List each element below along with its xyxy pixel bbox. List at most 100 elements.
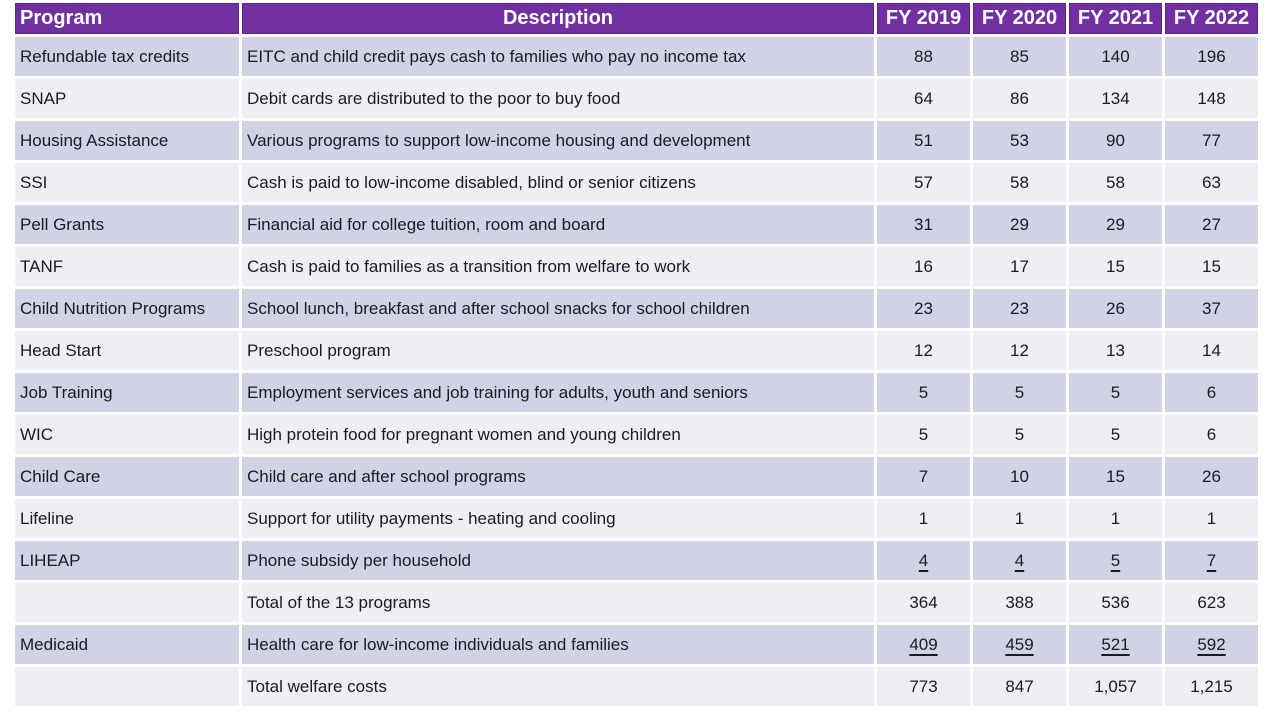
value-cell: 4 [973,541,1066,580]
column-header-fy2019: FY 2019 [877,3,970,34]
fy-value: 53 [1010,130,1029,150]
fy-value: 58 [1106,172,1125,192]
fy-value: 5 [1110,550,1121,570]
description-cell: Support for utility payments - heating a… [242,499,874,538]
program-cell: WIC [15,415,239,454]
table-row: Housing Assistance Various programs to su… [15,121,1258,160]
program-cell: SNAP [15,79,239,118]
fy-value: 57 [914,172,933,192]
description-cell: Debit cards are distributed to the poor … [242,79,874,118]
value-cell: 90 [1069,121,1162,160]
value-cell: 17 [973,247,1066,286]
table-row: Pell Grants Financial aid for college tui… [15,205,1258,244]
fy-value: 85 [1010,46,1029,66]
value-cell: 623 [1165,583,1258,622]
value-cell: 63 [1165,163,1258,202]
table-row: Total of the 13 programs 364 388 536 623 [15,583,1258,622]
description-text: Financial aid for college tuition, room … [247,214,606,234]
value-cell: 5 [877,415,970,454]
description-cell: EITC and child credit pays cash to famil… [242,37,874,76]
fy-value: 1 [1110,508,1121,528]
value-cell: 64 [877,79,970,118]
value-cell: 23 [973,289,1066,328]
value-cell: 13 [1069,331,1162,370]
value-cell: 6 [1165,373,1258,412]
fy-value: 12 [914,340,933,360]
value-cell: 37 [1165,289,1258,328]
value-cell: 12 [877,331,970,370]
fy-value: 90 [1106,130,1125,150]
description-text: Cash is paid to families as a transition… [247,256,691,276]
value-cell: 53 [973,121,1066,160]
description-cell: Total of the 13 programs [242,583,874,622]
program-cell: Head Start [15,331,239,370]
fy-value: 23 [914,298,933,318]
program-label: SSI [20,172,48,192]
value-cell: 388 [973,583,1066,622]
value-cell: 57 [877,163,970,202]
fy-value: 37 [1202,298,1221,318]
description-text: Support for utility payments - heating a… [247,508,616,528]
value-cell: 364 [877,583,970,622]
value-cell: 409 [877,625,970,664]
value-cell: 29 [973,205,1066,244]
fy-value: 536 [1101,592,1130,612]
fy-value: 7 [918,466,929,486]
value-cell: 592 [1165,625,1258,664]
description-text: Debit cards are distributed to the poor … [247,88,621,108]
table-row: Child Nutrition Programs School lunch, br… [15,289,1258,328]
fy-value: 1,057 [1094,676,1137,696]
description-cell: Health care for low-income individuals a… [242,625,874,664]
value-cell: 134 [1069,79,1162,118]
program-cell: Child Care [15,457,239,496]
fy-value: 86 [1010,88,1029,108]
program-label: Lifeline [20,508,74,528]
description-text: Total of the 13 programs [247,592,431,612]
fy-value: 148 [1197,88,1226,108]
table-row: SSI Cash is paid to low-income disabled, … [15,163,1258,202]
fy-value: 27 [1202,214,1221,234]
fy-value: 773 [909,676,938,696]
description-cell: High protein food for pregnant women and… [242,415,874,454]
description-cell: Child care and after school programs [242,457,874,496]
description-cell: Financial aid for college tuition, room … [242,205,874,244]
description-cell: Preschool program [242,331,874,370]
fy-value: 1 [1206,508,1217,528]
fy-value: 847 [1005,676,1034,696]
program-cell: Pell Grants [15,205,239,244]
fy-value: 521 [1101,634,1130,654]
value-cell: 88 [877,37,970,76]
fy-value: 77 [1202,130,1221,150]
fy-value: 23 [1010,298,1029,318]
table-row: Lifeline Support for utility payments - h… [15,499,1258,538]
fy-value: 12 [1010,340,1029,360]
fy-value: 15 [1202,256,1221,276]
program-label: Child Care [20,466,101,486]
fy-value: 26 [1202,466,1221,486]
program-label: Job Training [20,382,113,402]
value-cell: 5 [1069,415,1162,454]
value-cell: 16 [877,247,970,286]
program-cell [15,583,239,622]
fy-value: 6 [1206,424,1217,444]
value-cell: 26 [1069,289,1162,328]
fy-value: 364 [909,592,938,612]
fy-value: 5 [1014,382,1025,402]
program-label: Refundable tax credits [20,46,190,66]
program-label: TANF [20,256,64,276]
description-text: Phone subsidy per household [247,550,471,570]
value-cell: 521 [1069,625,1162,664]
description-text: Health care for low-income individuals a… [247,634,629,654]
value-cell: 5 [1069,373,1162,412]
value-cell: 1,057 [1069,667,1162,706]
header-row: Program Description FY 2019 FY 2020 FY 2… [15,3,1258,34]
fy-value: 1 [1014,508,1025,528]
value-cell: 4 [877,541,970,580]
value-cell: 7 [1165,541,1258,580]
value-cell: 58 [1069,163,1162,202]
description-cell: Various programs to support low-income h… [242,121,874,160]
program-label: Child Nutrition Programs [20,298,206,318]
value-cell: 12 [973,331,1066,370]
program-cell: Job Training [15,373,239,412]
